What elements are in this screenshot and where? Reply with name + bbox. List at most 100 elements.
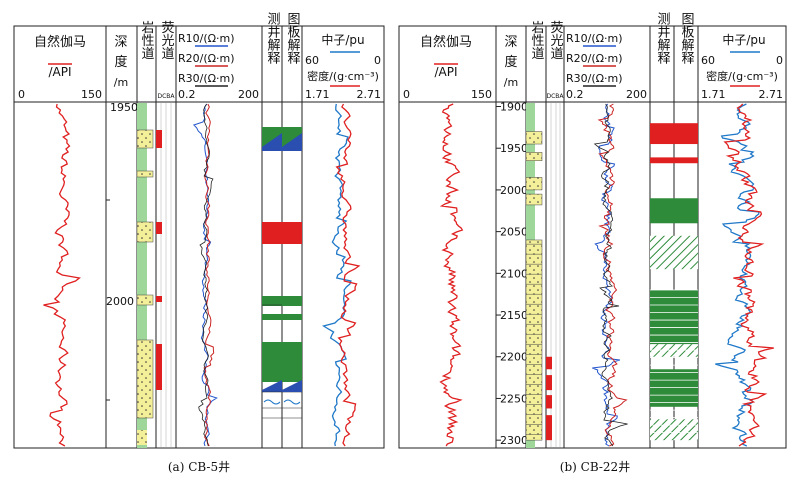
sand-bed	[525, 239, 543, 441]
neutron-label: 中子/pu	[722, 32, 765, 47]
depth-header-2: 度	[504, 54, 517, 70]
depth-tick: 2000	[106, 295, 134, 308]
chart-interp-track	[262, 127, 302, 419]
r10-label: R10/(Ω·m)	[566, 32, 623, 45]
depth-tick: 2250	[500, 392, 528, 405]
neutron-label: 中子/pu	[321, 32, 364, 47]
res-max: 200	[626, 88, 647, 101]
interp-hatch	[650, 344, 698, 357]
r10-curve	[192, 103, 218, 447]
depth-tick: 1900	[500, 101, 528, 114]
fluor-header: 荧光道	[159, 21, 175, 60]
depth-tick: 1950	[500, 142, 528, 155]
r30-label: R30/(Ω·m)	[566, 72, 623, 85]
r20-curve	[597, 103, 628, 447]
neutron-curve	[715, 103, 760, 447]
litho-track	[137, 103, 147, 448]
neutron-curve	[321, 103, 352, 447]
density-curve	[335, 103, 361, 447]
sand-bed	[136, 170, 154, 178]
caption-b: (b) CB-22井	[559, 460, 631, 474]
interp-oil	[650, 157, 698, 164]
fluor-header: 荧光道	[548, 21, 564, 60]
caption-a: (a) CB-5井	[167, 460, 231, 474]
gamma-curve	[43, 103, 81, 447]
fluor-show	[546, 375, 552, 391]
log-interp-track	[262, 127, 302, 393]
fluor-show	[156, 130, 162, 148]
sand-bed	[525, 152, 543, 161]
fluor-show	[546, 415, 552, 441]
interp-water	[650, 198, 698, 224]
gamma-max: 150	[81, 88, 102, 101]
density-label: 密度/(g·cm⁻³)	[706, 69, 778, 83]
r20-curve	[203, 103, 215, 447]
fluor-show	[546, 395, 552, 409]
depth-tick: 2300	[500, 434, 528, 447]
fluor-show	[156, 296, 162, 302]
r30-curve	[198, 103, 214, 447]
interp-hatch	[650, 235, 698, 270]
r10-label: R10/(Ω·m)	[178, 32, 235, 45]
r20-label: R20/(Ω·m)	[566, 52, 623, 65]
neutron-max: 0	[374, 54, 381, 67]
density-label: 密度/(g·cm⁻³)	[307, 69, 379, 83]
gamma-header: 自然伽马	[420, 34, 472, 50]
r30-curve	[593, 103, 628, 447]
depth-tick: 2150	[500, 309, 528, 322]
density-max: 2.71	[759, 88, 784, 101]
sand-bed	[525, 131, 543, 145]
depth-ticks-b: 1900 1950 2000 2050 2100 2150 2200 2250 2300	[496, 101, 528, 447]
sand-bed	[136, 339, 154, 419]
depth-tick: 2200	[500, 351, 528, 364]
sand-bed	[136, 129, 154, 149]
res-max: 200	[238, 88, 259, 101]
gamma-unit: /API	[434, 65, 457, 79]
gamma-min: 0	[18, 88, 25, 101]
gamma-unit: /API	[48, 65, 71, 79]
density-min: 1.71	[701, 88, 726, 101]
fluor-shows-b	[546, 356, 552, 441]
fluor-show	[546, 356, 552, 370]
depth-tick: 2000	[500, 184, 528, 197]
interp-oil	[650, 123, 698, 145]
interp-hatch	[650, 419, 698, 441]
gamma-curve	[439, 103, 464, 447]
depth-tick: 2100	[500, 267, 528, 280]
log-interp-header: 测井解释	[655, 12, 671, 64]
fluor-show	[156, 344, 162, 390]
fluor-sub: DCBA	[157, 93, 175, 100]
depth-unit: /m	[504, 76, 518, 89]
interp-water	[650, 369, 698, 407]
depth-header-1: 深	[504, 35, 517, 50]
res-min: 0.2	[566, 88, 584, 101]
gamma-min: 0	[403, 88, 410, 101]
interp-water	[650, 290, 698, 345]
r30-label: R30/(Ω·m)	[178, 72, 235, 85]
sand-bed	[136, 221, 154, 243]
gamma-max: 150	[471, 88, 492, 101]
log-interp-header: 测井解释	[265, 12, 281, 64]
litho-header: 岩性道	[139, 21, 155, 60]
density-min: 1.71	[305, 88, 330, 101]
neutron-min: 60	[701, 54, 715, 67]
depth-unit: /m	[114, 76, 128, 89]
chart-interp-header: 图板解释	[679, 12, 695, 64]
neutron-max: 0	[776, 54, 783, 67]
chart-interp-header: 图板解释	[285, 12, 301, 64]
depth-header-1: 深	[114, 35, 127, 50]
fluor-sub: DCBA	[546, 93, 564, 100]
density-curve	[723, 103, 774, 447]
r10-curve	[592, 103, 621, 447]
sand-bed	[525, 193, 543, 206]
curves-panel-a	[43, 103, 361, 447]
sand-bed	[136, 294, 154, 306]
res-min: 0.2	[178, 88, 196, 101]
fluor-show	[156, 222, 162, 234]
sand-bed	[137, 430, 147, 445]
neutron-min: 60	[305, 54, 319, 67]
litho-header: 岩性道	[529, 21, 545, 60]
r20-label: R20/(Ω·m)	[178, 52, 235, 65]
litho-beds-b	[525, 131, 543, 441]
